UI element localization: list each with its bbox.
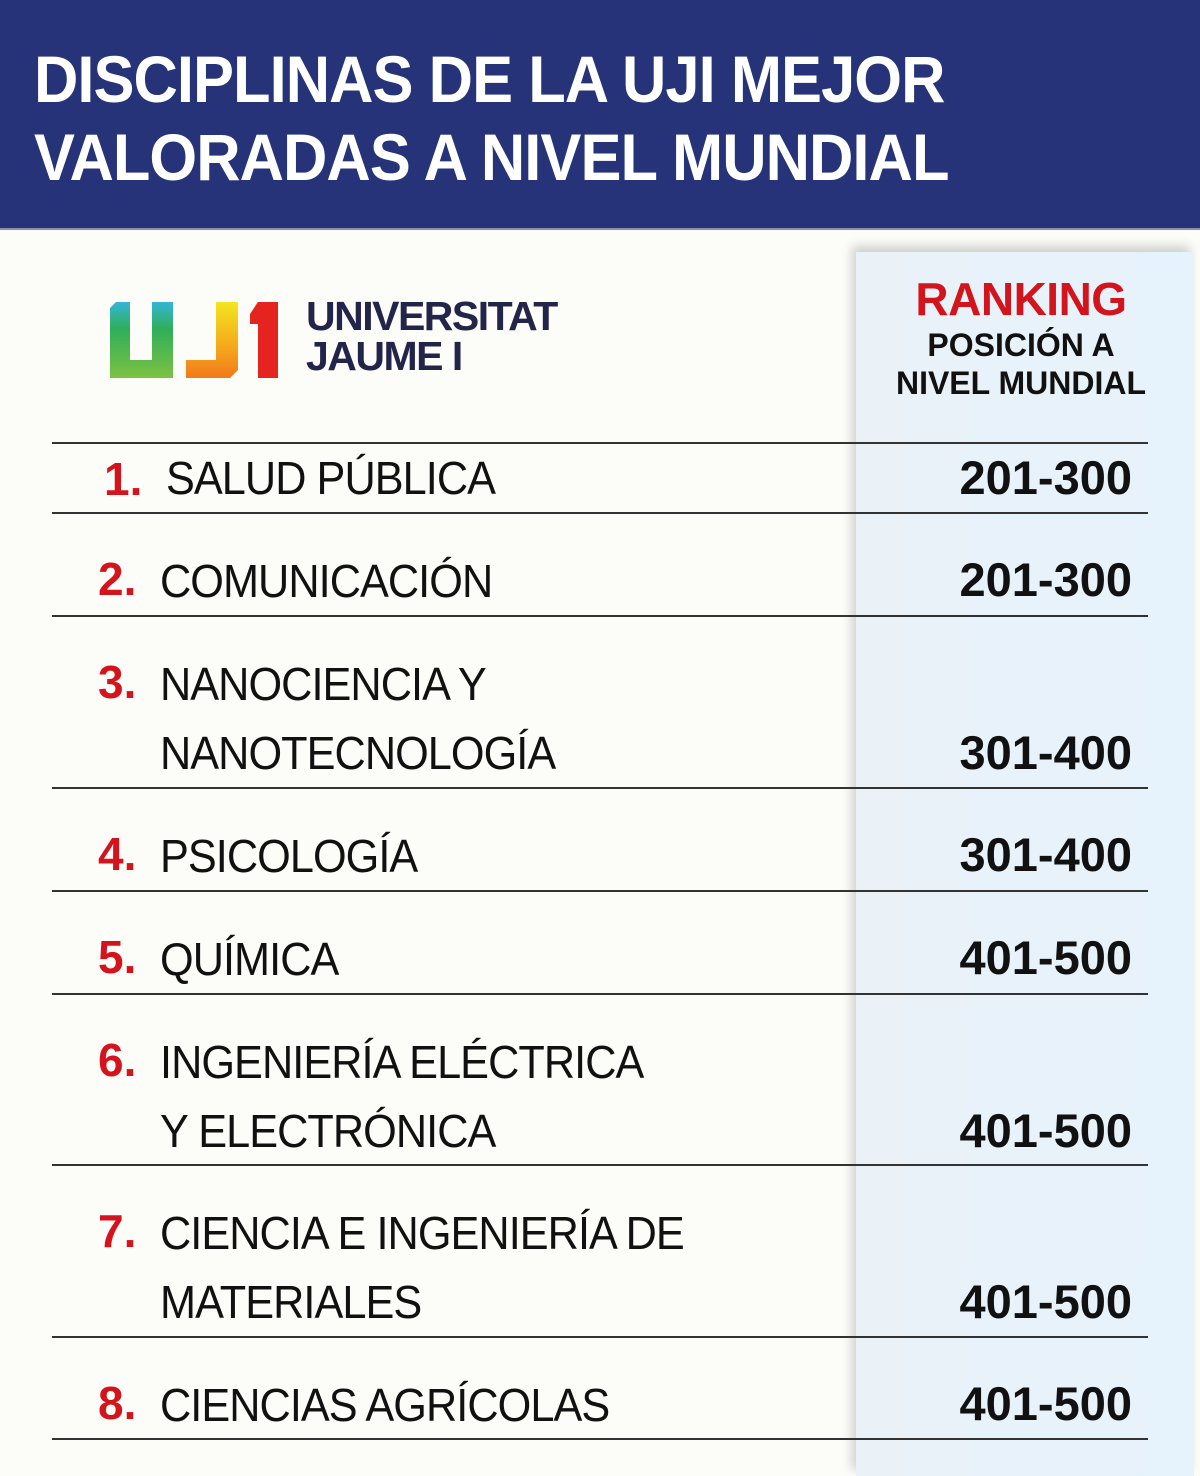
discipline-name-line-2: Y ELECTRÓNICA <box>160 1105 496 1157</box>
ranking-subtitle-line-2: NIVEL MUNDIAL <box>895 365 1147 401</box>
row-number: 8. <box>98 1377 137 1429</box>
ranking-value: 201-300 <box>959 451 1133 504</box>
table-row: 7. CIENCIA E INGENIERÍA DE MATERIALES 40… <box>52 1164 1148 1336</box>
disciplines-table: 1. SALUD PÚBLICA 201-300 2. COMUNICACIÓN… <box>52 442 1148 1440</box>
row-number: 7. <box>98 1205 137 1257</box>
discipline-name: COMUNICACIÓN <box>160 555 493 607</box>
uji-logo: UNIVERSITAT JAUME I <box>108 293 588 380</box>
discipline-name-line-1: CIENCIA E INGENIERÍA DE <box>160 1207 685 1259</box>
ranking-column-panel <box>856 252 1194 1476</box>
table-row: 3. NANOCIENCIA Y NANOTECNOLOGÍA 301-400 <box>52 615 1148 787</box>
university-name-line-2: JAUME I <box>306 333 463 379</box>
ranking-title: RANKING <box>915 273 1127 325</box>
ranking-header: RANKING POSICIÓN A NIVEL MUNDIAL <box>856 272 1186 402</box>
discipline-name: SALUD PÚBLICA <box>166 452 496 504</box>
discipline-name-line-1: INGENIERÍA ELÉCTRICA <box>160 1036 644 1088</box>
table-row: 6. INGENIERÍA ELÉCTRICA Y ELECTRÓNICA 40… <box>52 993 1148 1164</box>
row-number: 1. <box>104 453 143 505</box>
table-row: 8. CIENCIAS AGRÍCOLAS 401-500 <box>52 1336 1148 1440</box>
table-row: 1. SALUD PÚBLICA 201-300 <box>52 442 1148 512</box>
discipline-name-line-2: NANOTECNOLOGÍA <box>160 727 556 779</box>
ranking-subtitle-line-1: POSICIÓN A <box>927 327 1115 363</box>
header-banner: DISCIPLINAS DE LA UJI MEJOR VALORADAS A … <box>0 0 1200 230</box>
table-row: 2. COMUNICACIÓN 201-300 <box>52 512 1148 615</box>
discipline-name: CIENCIAS AGRÍCOLAS <box>160 1379 610 1431</box>
discipline-name-line-2: MATERIALES <box>160 1276 422 1328</box>
table-row: 5. QUÍMICA 401-500 <box>52 890 1148 993</box>
ranking-value: 401-500 <box>959 1104 1133 1157</box>
ranking-value: 201-300 <box>959 553 1133 606</box>
discipline-name: PSICOLOGÍA <box>160 830 418 882</box>
ranking-value: 401-500 <box>959 1377 1133 1430</box>
university-name: UNIVERSITAT JAUME I <box>306 293 558 379</box>
page-title: DISCIPLINAS DE LA UJI MEJOR VALORADAS A … <box>34 40 949 196</box>
row-number: 5. <box>98 931 137 983</box>
title-line-1: DISCIPLINAS DE LA UJI MEJOR <box>34 42 945 116</box>
discipline-name: QUÍMICA <box>160 933 339 985</box>
row-number: 2. <box>98 553 137 605</box>
ranking-value: 401-500 <box>959 1275 1133 1328</box>
ranking-value: 401-500 <box>959 931 1133 984</box>
row-number: 3. <box>98 656 137 708</box>
ranking-value: 301-400 <box>959 726 1133 779</box>
university-name-line-1: UNIVERSITAT <box>306 293 558 339</box>
title-line-2: VALORADAS A NIVEL MUNDIAL <box>34 120 949 194</box>
row-number: 6. <box>98 1034 137 1086</box>
discipline-name-line-1: NANOCIENCIA Y <box>160 658 487 710</box>
ranking-value: 301-400 <box>959 828 1133 881</box>
table-row: 4. PSICOLOGÍA 301-400 <box>52 787 1148 890</box>
row-number: 4. <box>98 828 137 880</box>
uji-logo-mark-icon <box>110 302 278 378</box>
